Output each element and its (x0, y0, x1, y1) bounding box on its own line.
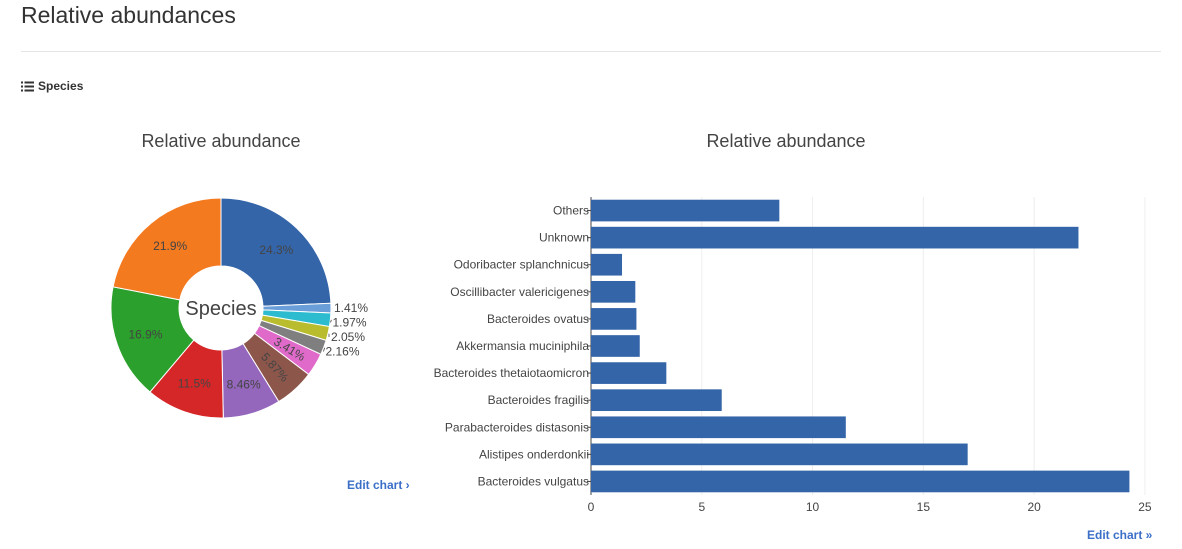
pie-chart-title: Relative abundance (141, 131, 301, 151)
page-title: Relative abundances (21, 2, 236, 28)
pie-edit-chart-link[interactable]: Edit chart › (347, 478, 410, 492)
pie-slice[interactable] (110, 286, 195, 393)
pie-leader-line (330, 319, 332, 323)
pie-slice-label: 2.16% (326, 345, 360, 359)
bar[interactable] (591, 335, 640, 357)
bar-x-tick-label: 10 (806, 500, 820, 514)
pie-slice-label: 1.41% (334, 301, 368, 315)
pie-chart: 24.3%1.41%1.97%2.05%2.16%3.41%5.87%8.46%… (110, 197, 368, 419)
bar-x-tick-label: 20 (1027, 500, 1041, 514)
pie-slice-label: 1.97% (333, 316, 367, 330)
bar-y-tick-label: Oscillibacter valericigenes (450, 285, 589, 299)
pie-slice-label: 8.46% (227, 378, 261, 392)
bar[interactable] (591, 253, 623, 276)
bar[interactable] (591, 389, 722, 412)
bar-chart: 0 5 10 15 20 25 Others Unknown Odoribacter splan… (434, 197, 1152, 514)
bar[interactable] (591, 362, 667, 384)
pie-leader-line (323, 347, 326, 352)
section-label-text: Species (38, 79, 84, 93)
title-divider (21, 51, 1161, 52)
bar-y-tick-label: Bacteroides thetaiotaomicron (434, 366, 589, 380)
bar[interactable] (591, 443, 968, 466)
bar[interactable] (591, 226, 1079, 249)
bar-x-tick-label: 25 (1138, 500, 1152, 514)
bar-x-tick-label: 0 (588, 500, 595, 514)
bar[interactable] (591, 199, 780, 222)
list-icon (21, 81, 34, 91)
bar-y-tick-label: Parabacteroides distasonis (445, 420, 589, 434)
pie-slice-label: 11.5% (178, 376, 211, 390)
pie-slice[interactable] (112, 197, 222, 301)
pie-slice-label: 2.05% (331, 330, 365, 344)
bar-edit-chart-link[interactable]: Edit chart » (1087, 528, 1153, 542)
pie-slice-label: 21.9% (153, 239, 187, 253)
pie-slice-label: 16.9% (128, 327, 162, 341)
bar-y-tick-label: Akkermansia muciniphila (456, 339, 589, 353)
pie-slice[interactable] (220, 197, 332, 307)
bar-y-tick-label: Alistipes onderdonkii (479, 447, 589, 461)
bar[interactable] (591, 308, 637, 330)
section-label: Species (21, 79, 83, 93)
pie-center-label: Species (185, 298, 256, 320)
bar[interactable] (591, 470, 1130, 493)
bar-y-tick-label: Odoribacter splanchnicus (454, 258, 589, 272)
bar-y-tick-label: Bacteroides fragilis (488, 393, 589, 407)
bar-y-tick-label: Bacteroides ovatus (487, 312, 589, 326)
bar-x-tick-label: 5 (698, 500, 705, 514)
bar-y-tick-label: Others (553, 204, 589, 218)
bar[interactable] (591, 280, 636, 303)
pie-slice-label: 24.3% (259, 243, 293, 257)
bar[interactable] (591, 416, 846, 439)
bar-x-tick-label: 15 (917, 500, 931, 514)
bar-y-tick-label: Bacteroides vulgatus (478, 474, 589, 488)
bar-y-tick-label: Unknown (539, 231, 589, 245)
bar-chart-title: Relative abundance (706, 131, 866, 151)
